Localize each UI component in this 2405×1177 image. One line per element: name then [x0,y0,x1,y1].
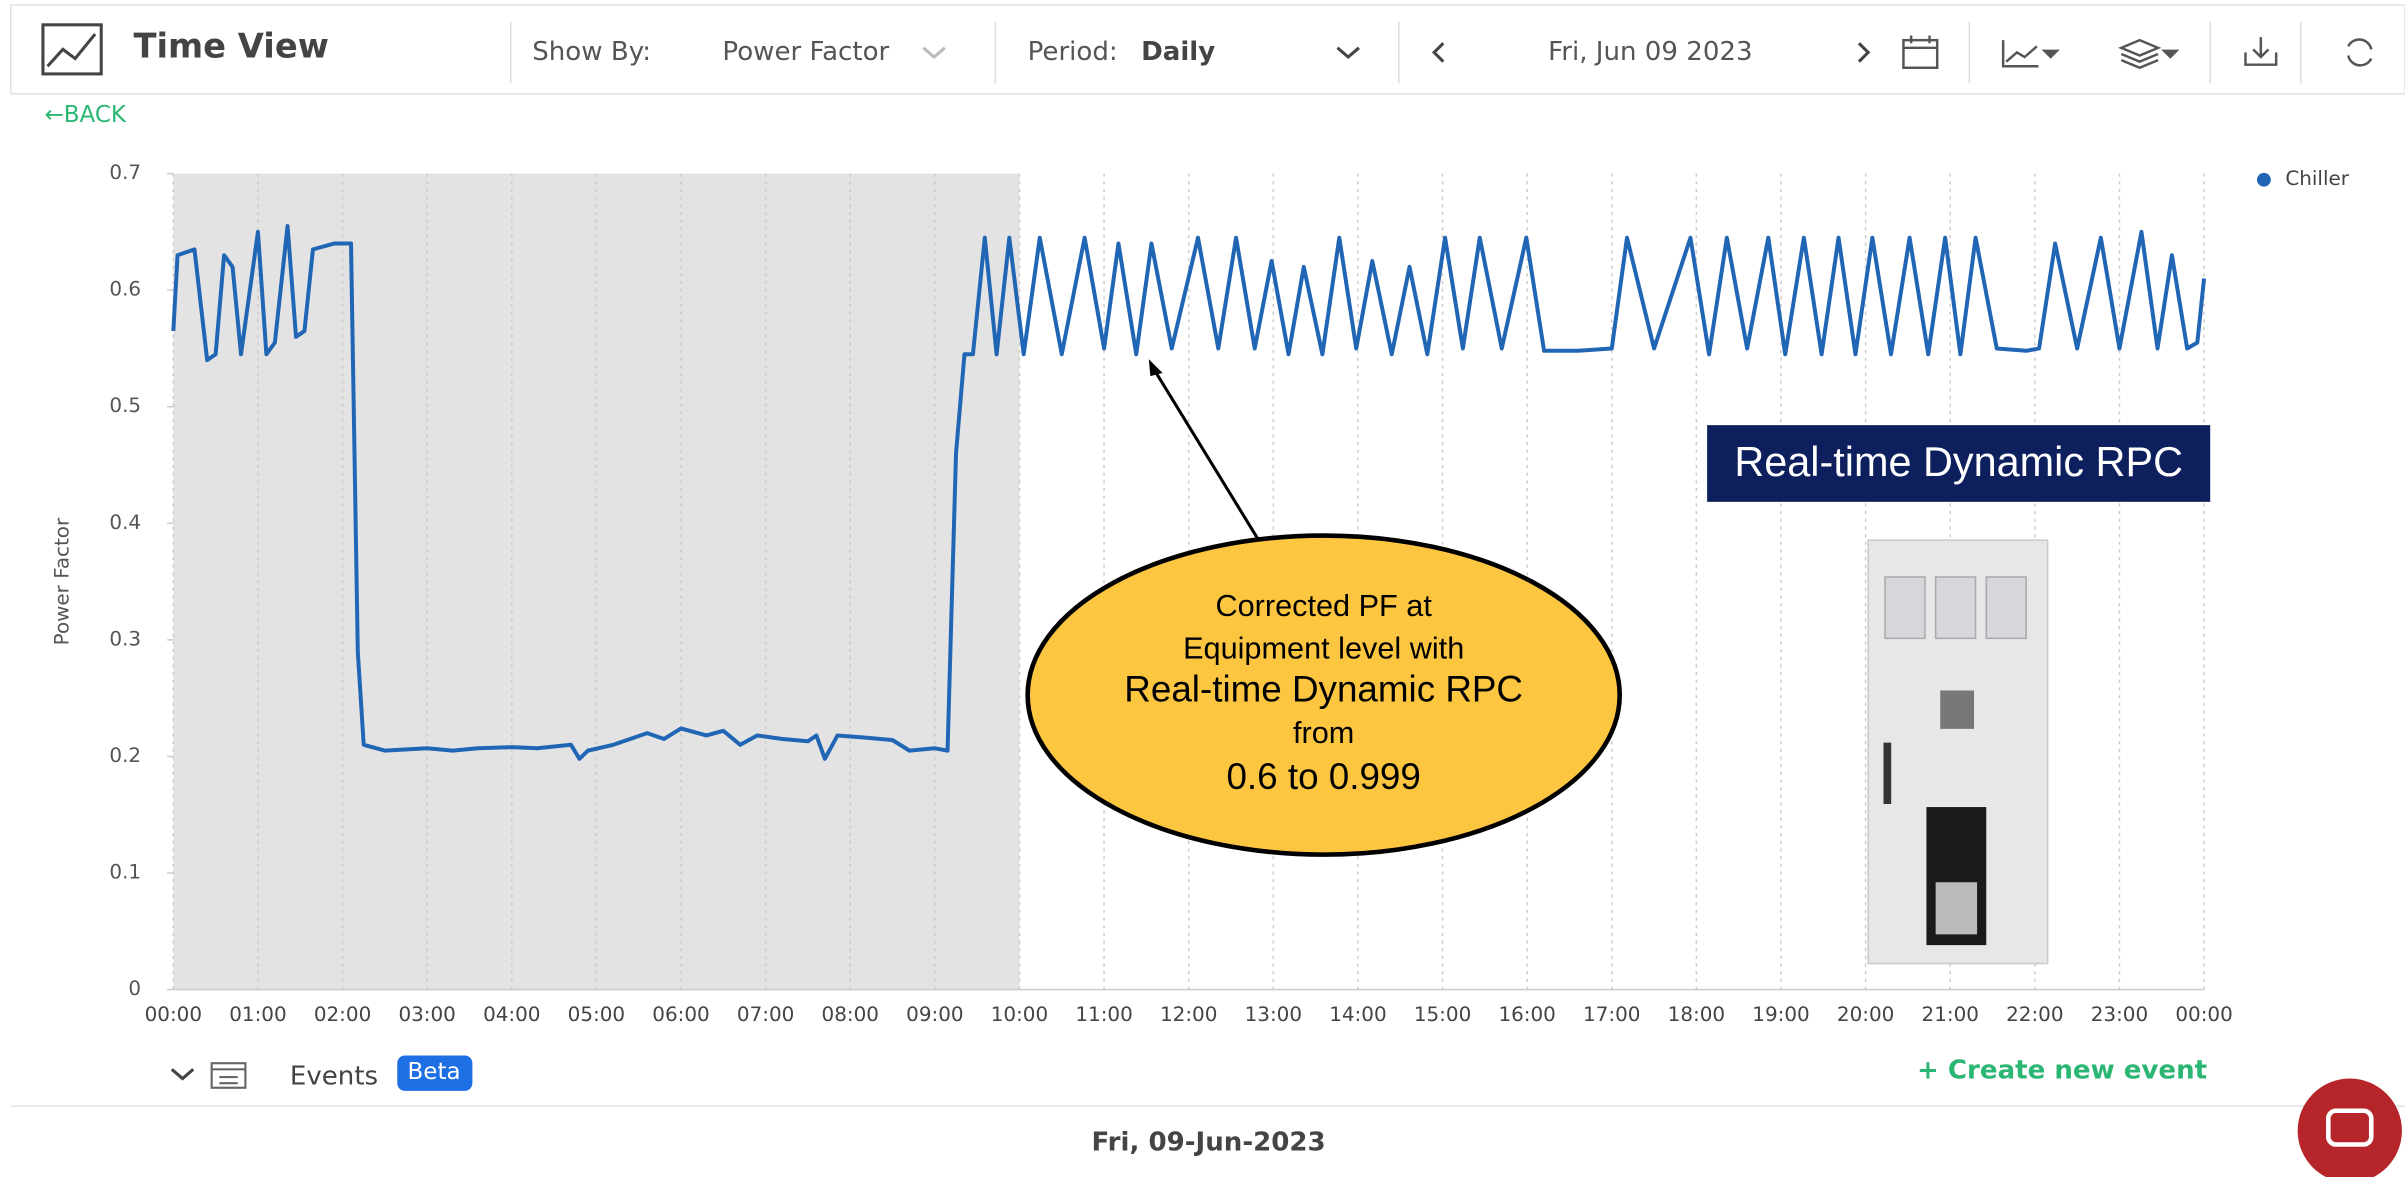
events-icon [210,1062,247,1089]
refresh-button[interactable] [2347,38,2373,67]
product-label: Real-time Dynamic RPC [1734,439,2183,485]
y-tick-label: 0.7 [109,161,141,184]
x-tick-label: 01:00 [229,1003,286,1026]
callout-text: Equipment level with [1183,632,1464,666]
create-event-button[interactable]: + Create new event [1917,1055,2207,1085]
x-tick-label: 00:00 [145,1003,202,1026]
x-tick-label: 04:00 [483,1003,540,1026]
x-tick-label: 08:00 [822,1003,879,1026]
y-axis-label: Power Factor [50,517,73,645]
date-display: Fri, Jun 09 2023 [1548,37,1752,67]
prev-button[interactable] [1431,42,1445,63]
callout-arrow [1152,367,1260,540]
back-link[interactable]: ←BACK [44,102,126,128]
x-tick-label: 03:00 [398,1003,455,1026]
x-tick-label: 17:00 [1583,1003,1640,1026]
series-line [171,224,2207,761]
layers-button[interactable] [2118,38,2180,70]
chat-button[interactable] [2297,1078,2402,1177]
period-label: Period: [1028,37,1118,67]
callout-text: 0.6 to 0.999 [1226,756,1420,797]
period-select[interactable]: Daily [1141,37,1215,67]
beta-badge [397,1055,473,1091]
y-tick-label: 0 [128,977,141,1000]
events-label: Events [290,1062,378,1092]
show-by-label: Show By: [532,37,651,67]
y-tick-label: 0.2 [109,744,141,767]
chat-icon [2326,1108,2374,1147]
callout-text: Corrected PF at [1215,589,1432,623]
next-button[interactable] [1857,42,1871,63]
x-tick-label: 02:00 [314,1003,371,1026]
toolbar [9,4,2405,95]
dropdown-icon[interactable] [1336,46,1360,60]
x-tick-label: 22:00 [2006,1003,2063,1026]
show-by-select[interactable]: Power Factor [722,37,889,67]
x-tick-label: 21:00 [1922,1003,1979,1026]
chart: 0 0.1 0.2 0.3 0.4 0.5 0.6 0.7 00:00 01:00 02:00 03:… [50,161,2349,1026]
x-tick-label: 20:00 [1837,1003,1894,1026]
x-tick-label: 10:00 [991,1003,1048,1026]
callout-arrowhead [1148,359,1163,377]
footer-date: Fri, 09-Jun-2023 [1092,1127,1326,1157]
x-tick-label: 23:00 [2091,1003,2148,1026]
chart-type-button[interactable] [2001,40,2060,68]
collapse-button[interactable] [170,1068,195,1081]
y-tick-label: 0.3 [109,627,141,650]
product-image [1867,539,2049,965]
x-tick-label: 06:00 [652,1003,709,1026]
legend-marker [2256,172,2271,187]
app-icon [41,23,103,76]
product-label-box [1707,425,2211,502]
beta-text: Beta [408,1059,461,1085]
page-title: Time View [133,26,328,65]
dropdown-icon[interactable] [922,46,946,60]
y-tick-label: 0.6 [109,278,141,301]
y-tick-label: 0.1 [109,861,141,884]
calendar-button[interactable] [1902,35,1939,70]
x-tick-label: 05:00 [568,1003,625,1026]
callout-bubble [1025,533,1622,857]
y-tick-label: 0.4 [109,511,141,534]
x-tick-label: 15:00 [1414,1003,1471,1026]
x-tick-label: 18:00 [1668,1003,1725,1026]
download-button[interactable] [2244,37,2278,66]
x-tick-label: 19:00 [1752,1003,1809,1026]
x-tick-label: 13:00 [1245,1003,1302,1026]
x-tick-label: 09:00 [906,1003,963,1026]
x-tick-label: 14:00 [1329,1003,1386,1026]
x-tick-label: 07:00 [737,1003,794,1026]
x-tick-label: 16:00 [1498,1003,1555,1026]
legend-label: Chiller [2285,167,2349,190]
x-tick-label: 00:00 [2175,1003,2232,1026]
callout-text: from [1293,716,1354,750]
x-tick-label: 12:00 [1160,1003,1217,1026]
x-tick-label: 11:00 [1075,1003,1132,1026]
callout-text: Real-time Dynamic RPC [1124,669,1523,710]
y-tick-label: 0.5 [109,394,141,417]
